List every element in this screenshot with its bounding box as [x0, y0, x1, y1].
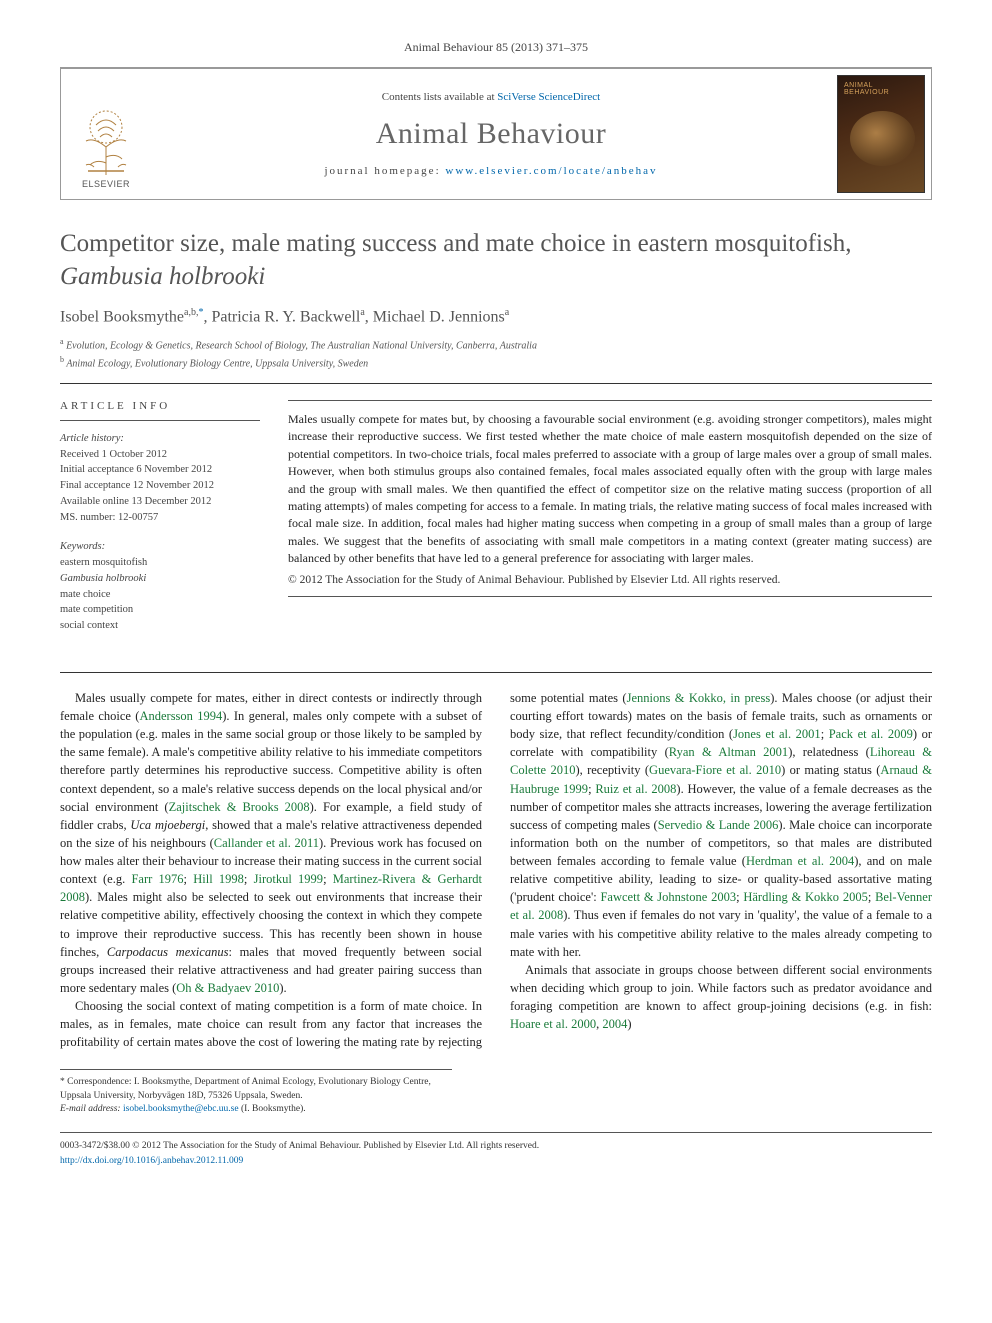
- article-title: Competitor size, male mating success and…: [60, 228, 932, 293]
- history-2: Final acceptance 12 November 2012: [60, 480, 214, 491]
- ref-oh-2010[interactable]: Oh & Badyaev 2010: [176, 981, 279, 995]
- copyright-line: © 2012 The Association for the Study of …: [288, 574, 932, 586]
- species-uca: Uca mjoebergi: [130, 818, 205, 832]
- homepage-link[interactable]: www.elsevier.com/locate/anbehav: [445, 165, 657, 177]
- ref-ryan-2001[interactable]: Ryan & Altman 2001: [669, 745, 788, 759]
- author-1-corr[interactable]: *: [198, 307, 203, 318]
- keywords-block: Keywords: eastern mosquitofish Gambusia …: [60, 539, 260, 634]
- ref-andersson-1994[interactable]: Andersson 1994: [139, 709, 222, 723]
- banner-middle: Contents lists available at SciVerse Sci…: [151, 69, 831, 199]
- running-header: Animal Behaviour 85 (2013) 371–375: [60, 40, 932, 55]
- title-species: Gambusia holbrooki: [60, 263, 265, 290]
- meta-abstract-row: ARTICLE INFO Article history: Received 1…: [60, 400, 932, 648]
- publisher-logo-block: ELSEVIER: [61, 69, 151, 199]
- title-line1: Competitor size, male mating success and…: [60, 230, 851, 257]
- article-info-col: ARTICLE INFO Article history: Received 1…: [60, 400, 260, 648]
- rule-above-abstract: [60, 383, 932, 384]
- body-p3: Animals that associate in groups choose …: [510, 961, 932, 1034]
- ref-servedio-2006[interactable]: Servedio & Lande 2006: [658, 818, 779, 832]
- journal-banner: ELSEVIER Contents lists available at Sci…: [60, 68, 932, 200]
- ref-pack-2009[interactable]: Pack et al. 2009: [829, 727, 913, 741]
- journal-name: Animal Behaviour: [161, 117, 821, 151]
- footnote-rule: [60, 1069, 452, 1070]
- ref-hoare-2004[interactable]: 2004: [602, 1017, 627, 1031]
- footnotes: * Correspondence: I. Booksmythe, Departm…: [60, 1076, 452, 1116]
- history-label: Article history:: [60, 433, 124, 444]
- banner-right: [831, 69, 931, 199]
- email-who: (I. Booksmythe).: [241, 1104, 306, 1114]
- body-text: ), relatedness (: [788, 745, 870, 759]
- affil-a: Evolution, Ecology & Genetics, Research …: [66, 341, 537, 352]
- ref-guevara-2010[interactable]: Guevara-Fiore et al. 2010: [649, 763, 781, 777]
- sciencedirect-link[interactable]: SciVerse ScienceDirect: [497, 91, 600, 103]
- bottom-line1: 0003-3472/$38.00 © 2012 The Association …: [60, 1139, 932, 1153]
- author-3: Michael D. Jennions: [373, 308, 505, 325]
- bottom-rule: [60, 1132, 932, 1133]
- corr-email-link[interactable]: isobel.booksmythe@ebc.uu.se: [123, 1104, 239, 1114]
- contents-line: Contents lists available at SciVerse Sci…: [161, 91, 821, 103]
- homepage-prefix: journal homepage:: [324, 165, 445, 177]
- body-p1: Males usually compete for mates, either …: [60, 689, 482, 997]
- author-2: Patricia R. Y. Backwell: [211, 308, 360, 325]
- ref-hoare-2000[interactable]: Hoare et al. 2000: [510, 1017, 596, 1031]
- abstract-text: Males usually compete for mates but, by …: [288, 411, 932, 568]
- ref-ruiz-2008[interactable]: Ruiz et al. 2008: [595, 782, 676, 796]
- rule-below-abstract: [60, 672, 932, 673]
- article-history: Article history: Received 1 October 2012…: [60, 431, 260, 526]
- author-1-affil: a,b,: [184, 307, 198, 318]
- ref-hardling-2005[interactable]: Härdling & Kokko 2005: [743, 890, 868, 904]
- kw-3: mate competition: [60, 604, 133, 615]
- article-info-rule: [60, 420, 260, 421]
- body-text: ).: [279, 981, 286, 995]
- ref-callander-2011[interactable]: Callander et al. 2011: [214, 836, 319, 850]
- elsevier-tree-icon: [76, 107, 136, 177]
- history-3: Available online 13 December 2012: [60, 496, 211, 507]
- bottom-info: 0003-3472/$38.00 © 2012 The Association …: [60, 1139, 932, 1168]
- elsevier-label: ELSEVIER: [82, 179, 130, 189]
- kw-4: social context: [60, 620, 118, 631]
- journal-cover-thumb: [837, 75, 925, 193]
- ref-herdman-2004[interactable]: Herdman et al. 2004: [746, 854, 854, 868]
- kw-1: Gambusia holbrooki: [60, 573, 146, 584]
- keywords-label: Keywords:: [60, 541, 105, 552]
- author-2-affil: a: [360, 307, 364, 318]
- body-text: ). Thus even if females do not vary in '…: [510, 908, 932, 958]
- abstract-col: Males usually compete for mates but, by …: [288, 400, 932, 648]
- email-label: E-mail address:: [60, 1104, 121, 1114]
- body-text: ). In general, males only compete with a…: [60, 709, 482, 814]
- ref-fawcett-2003[interactable]: Fawcett & Johnstone 2003: [600, 890, 736, 904]
- kw-0: eastern mosquitofish: [60, 557, 147, 568]
- corr-footnote: * Correspondence: I. Booksmythe, Departm…: [60, 1076, 452, 1103]
- history-0: Received 1 October 2012: [60, 449, 167, 460]
- abstract-top-rule: [288, 400, 932, 401]
- kw-2: mate choice: [60, 589, 110, 600]
- ref-jones-2001[interactable]: Jones et al. 2001: [733, 727, 821, 741]
- body-text: Animals that associate in groups choose …: [510, 963, 932, 1013]
- ref-farr-1976[interactable]: Farr 1976: [131, 872, 183, 886]
- history-1: Initial acceptance 6 November 2012: [60, 464, 212, 475]
- history-4: MS. number: 12-00757: [60, 512, 158, 523]
- author-1: Isobel Booksmythe: [60, 308, 184, 325]
- body-columns: Males usually compete for mates, either …: [60, 689, 932, 1052]
- ref-jennions-kokko[interactable]: Jennions & Kokko, in press: [627, 691, 771, 705]
- body-text: ): [627, 1017, 631, 1031]
- body-text: ), receptivity (: [575, 763, 649, 777]
- ref-zajitschek-2008[interactable]: Zajitschek & Brooks 2008: [169, 800, 310, 814]
- ref-hill-1998[interactable]: Hill 1998: [193, 872, 244, 886]
- abstract-bottom-rule: [288, 596, 932, 597]
- author-list: Isobel Booksmythea,b,*, Patricia R. Y. B…: [60, 307, 932, 326]
- body-text: ) or mating status (: [781, 763, 880, 777]
- species-carpodacus: Carpodacus mexicanus: [107, 945, 229, 959]
- ref-jirotkul-1999[interactable]: Jirotkul 1999: [254, 872, 323, 886]
- author-3-affil: a: [505, 307, 509, 318]
- homepage-line: journal homepage: www.elsevier.com/locat…: [161, 165, 821, 177]
- contents-prefix: Contents lists available at: [382, 91, 497, 103]
- affil-b: Animal Ecology, Evolutionary Biology Cen…: [66, 358, 368, 369]
- article-info-heading: ARTICLE INFO: [60, 400, 260, 412]
- doi-link[interactable]: http://dx.doi.org/10.1016/j.anbehav.2012…: [60, 1156, 243, 1166]
- affiliations: a Evolution, Ecology & Genetics, Researc…: [60, 336, 932, 371]
